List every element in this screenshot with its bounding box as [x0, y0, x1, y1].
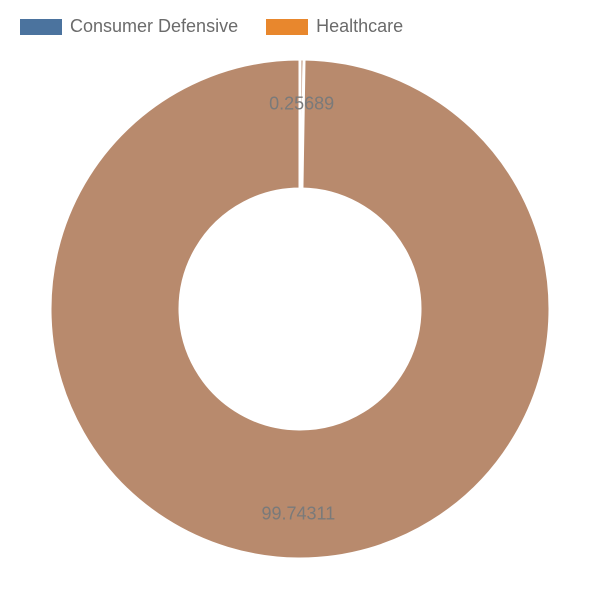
slice-label-1: 99.74311 [261, 503, 335, 524]
legend-swatch-1 [266, 19, 308, 35]
donut-svg [0, 37, 600, 581]
slice-label-0: 0.25689 [269, 94, 334, 115]
legend-swatch-0 [20, 19, 62, 35]
legend-label-1: Healthcare [316, 16, 403, 37]
legend-item-0: Consumer Defensive [20, 16, 238, 37]
legend-label-0: Consumer Defensive [70, 16, 238, 37]
legend-item-1: Healthcare [266, 16, 403, 37]
donut-slice-1 [50, 59, 550, 559]
legend: Consumer Defensive Healthcare [0, 0, 600, 37]
donut-chart: 0.25689 99.74311 [0, 37, 600, 581]
